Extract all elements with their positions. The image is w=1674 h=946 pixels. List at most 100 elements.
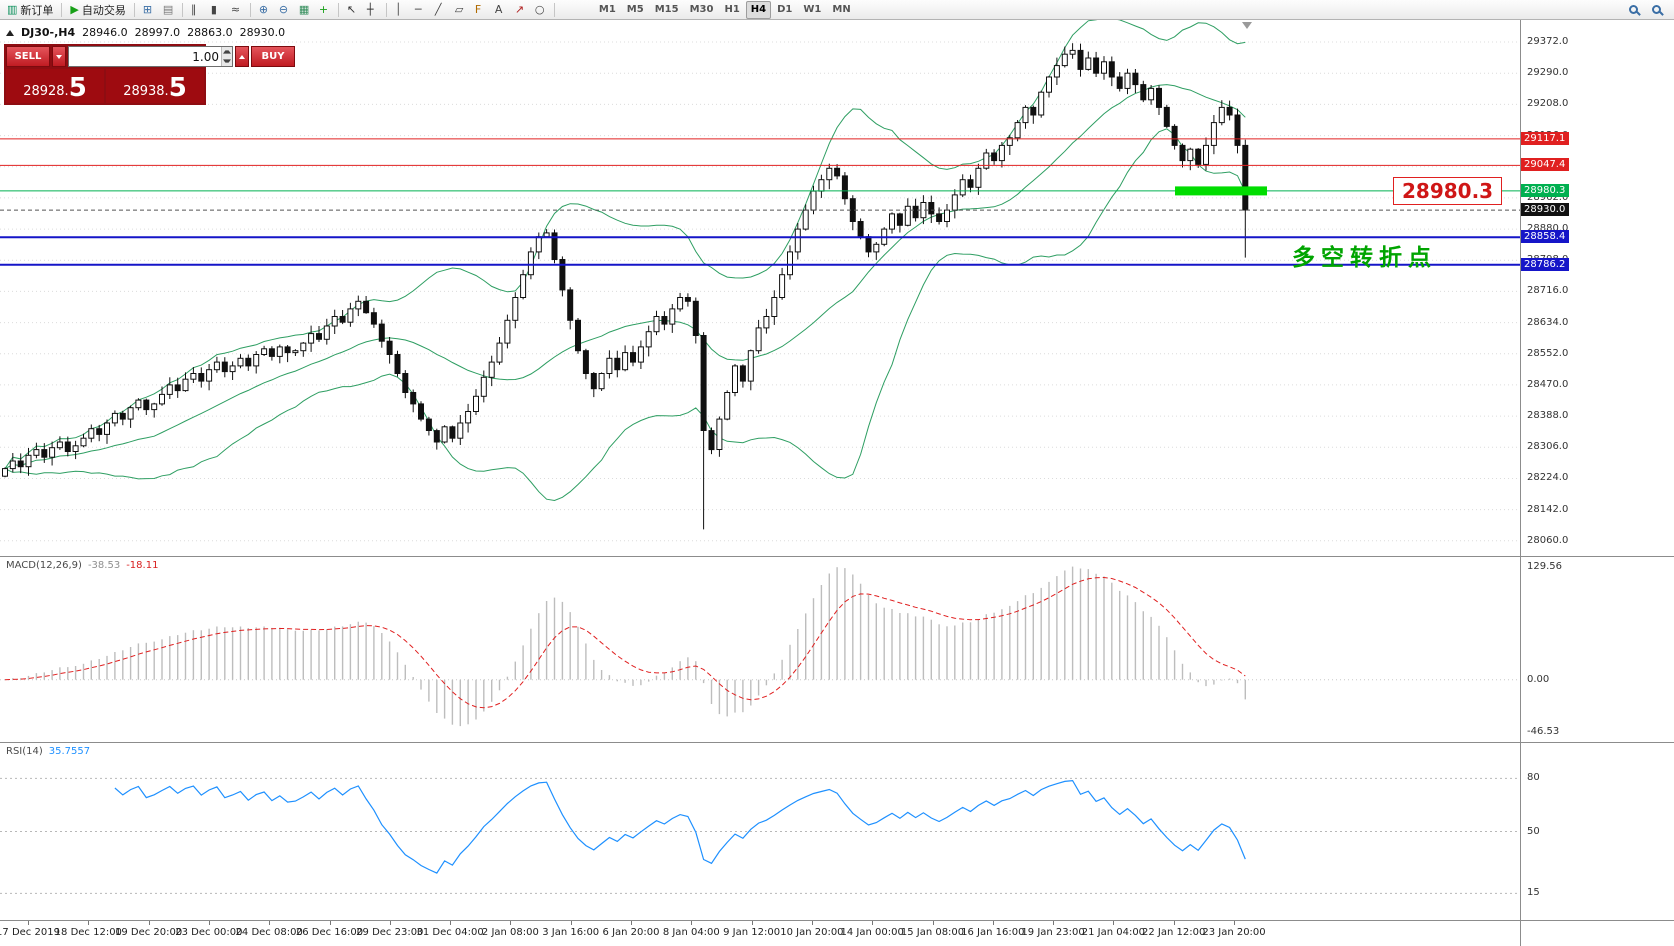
time-tick: [1234, 921, 1235, 925]
macd-value-axis[interactable]: 129.56 0.00 -46.53: [1520, 557, 1674, 742]
timeframe-m30-button[interactable]: M30: [685, 1, 719, 19]
time-tick: [1173, 921, 1175, 925]
time-tick: [1053, 921, 1055, 925]
rsi-value: 35.7557: [48, 746, 91, 757]
chart-area[interactable]: DJ30-,H4 28946.0 28997.0 28863.0 28930.0…: [0, 20, 1520, 556]
zoom-in-icon: ⊕: [258, 3, 269, 16]
sell-price-main: 28928.: [23, 84, 69, 99]
time-tick: [208, 921, 210, 925]
timeframe-m5-button[interactable]: M5: [622, 1, 649, 19]
fibonacci-button[interactable]: F: [471, 1, 490, 19]
vertical-line-button[interactable]: │: [391, 1, 410, 19]
time-axis-label: 21 Jan 04:00: [1081, 927, 1146, 938]
time-tick: [751, 921, 753, 925]
buy-price-button[interactable]: 28938. 5: [106, 69, 204, 103]
new-order-icon: ▥: [7, 3, 18, 16]
main-chart-canvas[interactable]: [0, 20, 1520, 556]
time-axis-label: 3 Jan 16:00: [542, 927, 600, 938]
axis-label: 28060.0: [1527, 534, 1569, 546]
sell-price-big-digit: 5: [68, 73, 87, 103]
timeframe-m1-button[interactable]: M1: [594, 1, 621, 19]
arrow-object-button[interactable]: ↗: [511, 1, 530, 19]
bollinger-lower-band: [4, 128, 1246, 502]
bar-chart-mode-button[interactable]: ∥: [187, 1, 206, 19]
symbol-search-button[interactable]: [1625, 1, 1644, 19]
macd-plot-area[interactable]: MACD(12,26,9) -38.53 -18.11: [0, 557, 1520, 742]
toolbar-main-group: ▥ 新订单 ▶ 自动交易 ⊞ ▤ ∥ ▮ ≈ ⊕ ⊖ ▦ + ↖ ┼ │ ─ ╱ ▱ F A ↗ ○ M1 M5 M15 M30 H1…: [3, 0, 856, 19]
new-order-button[interactable]: ▥ 新订单: [3, 1, 57, 19]
trendline-button[interactable]: ╱: [431, 1, 450, 19]
rsi-canvas[interactable]: [0, 743, 1520, 920]
indicators-button[interactable]: +: [315, 1, 334, 19]
axis-label: -46.53: [1527, 726, 1560, 737]
price-level-callout[interactable]: 28980.3: [1393, 176, 1503, 205]
price-tag: 29117.1: [1521, 131, 1570, 145]
cursor-button[interactable]: ↖: [343, 1, 362, 19]
autotrading-button[interactable]: ▶ 自动交易: [66, 1, 129, 19]
price-tag: 28930.0: [1521, 203, 1570, 217]
time-axis-label: 23 Dec 00:00: [175, 927, 243, 938]
shapes-button[interactable]: ○: [531, 1, 550, 19]
volume-input[interactable]: [69, 47, 221, 66]
timeframe-m15-button[interactable]: M15: [650, 1, 684, 19]
timeframe-h1-button[interactable]: H1: [719, 1, 744, 19]
time-tick: [148, 921, 150, 925]
buy-button[interactable]: BUY: [251, 46, 295, 67]
rsi-value-axis[interactable]: 80 50 15: [1520, 743, 1674, 920]
toolbar-right-group: [1625, 1, 1671, 19]
timeframe-h4-button[interactable]: H4: [745, 0, 772, 19]
timeframe-mn-button[interactable]: MN: [827, 1, 855, 19]
crosshair-button[interactable]: ┼: [363, 1, 382, 19]
turning-point-annotation[interactable]: 多空转折点: [1292, 245, 1437, 272]
toolbar-separator: [61, 2, 63, 17]
text-label-button[interactable]: A: [491, 1, 510, 19]
time-axis-label: 24 Dec 08:00: [235, 927, 303, 938]
time-tick: [570, 921, 572, 925]
time-tick: [932, 921, 934, 925]
profiles-button[interactable]: ▤: [159, 1, 178, 19]
order-options-dropdown[interactable]: [52, 46, 66, 67]
axis-label: 29290.0: [1527, 67, 1569, 79]
axis-label: 28880.0: [1527, 223, 1569, 235]
timeframe-d1-button[interactable]: D1: [772, 1, 797, 19]
panel-divider[interactable]: [0, 920, 1674, 921]
new-chart-button[interactable]: ⊞: [139, 1, 158, 19]
panel-divider[interactable]: [0, 742, 1674, 743]
zoom-out-button[interactable]: ⊖: [275, 1, 294, 19]
time-tick: [88, 921, 90, 925]
panel-divider[interactable]: [0, 556, 1674, 557]
toolbar-separator: [385, 2, 387, 17]
horizontal-line-icon: ─: [414, 3, 422, 16]
toolbar-separator: [337, 2, 339, 17]
order-expand-button[interactable]: [235, 46, 249, 67]
trendline-icon: ╱: [434, 3, 442, 16]
volume-increase-button[interactable]: [222, 47, 232, 57]
macd-name: MACD(12,26,9): [6, 560, 82, 571]
macd-signal-value: -18.11: [126, 560, 159, 571]
tile-windows-button[interactable]: ▦: [295, 1, 314, 19]
zoom-in-button[interactable]: ⊕: [255, 1, 274, 19]
bollinger-middle-band: [4, 84, 1246, 470]
channel-button[interactable]: ▱: [451, 1, 470, 19]
horizontal-line-button[interactable]: ─: [411, 1, 430, 19]
timeframe-w1-button[interactable]: W1: [798, 1, 826, 19]
chart-search-button[interactable]: [1648, 1, 1667, 19]
macd-indicator-panel: MACD(12,26,9) -38.53 -18.11 129.56 0.00 -46.…: [0, 557, 1674, 742]
axis-label: 80: [1527, 772, 1540, 784]
main-chart-panel: DJ30-,H4 28946.0 28997.0 28863.0 28930.0…: [0, 20, 1674, 556]
line-chart-mode-button[interactable]: ≈: [227, 1, 246, 19]
sell-price-button[interactable]: 28928. 5: [6, 69, 104, 103]
time-axis-label: 26 Dec 16:00: [295, 927, 364, 938]
macd-canvas[interactable]: [0, 557, 1520, 742]
ohlc-low: 28863.0: [187, 26, 233, 39]
axis-label: 29372.0: [1527, 36, 1569, 48]
candlestick-mode-button[interactable]: ▮: [207, 1, 226, 19]
sell-button[interactable]: SELL: [6, 46, 50, 67]
time-axis[interactable]: 17 Dec 2019 18 Dec 12:00 19 Dec 20:00 23 De…: [0, 921, 1674, 946]
price-axis[interactable]: 29372.029290.029208.029126.029044.028962…: [1520, 20, 1674, 556]
toolbar-separator: [249, 2, 251, 17]
one-click-panel-toggle-icon[interactable]: [6, 29, 14, 36]
rsi-plot-area[interactable]: RSI(14) 35.7557: [0, 743, 1520, 920]
volume-decrease-button[interactable]: [222, 56, 232, 66]
chevron-up-icon: [239, 54, 245, 59]
